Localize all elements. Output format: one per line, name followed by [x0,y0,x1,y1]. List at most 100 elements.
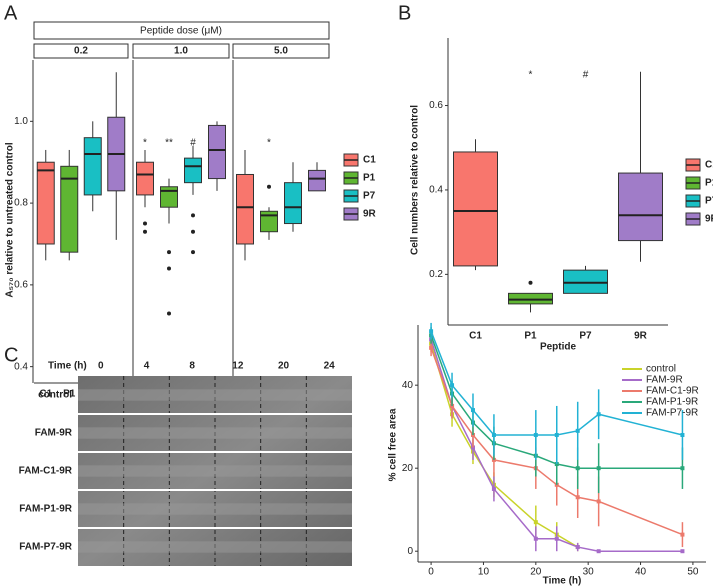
x-tick-label: 50 [687,567,699,578]
point [533,536,538,541]
x-tick-label: 0 [428,567,434,578]
time-header: 4 [144,361,150,372]
point [533,520,538,525]
y-tick-label: 0.2 [429,269,443,280]
y-axis-title: A₅₇₀ relative to untreated control [5,142,16,298]
box [83,137,102,196]
wound-gap [78,541,352,553]
legend-label: P1 [705,178,713,189]
y-tick-label: 20 [402,463,414,474]
outlier [167,266,171,271]
x-tick-label: P1 [63,389,76,400]
legend-label: FAM-9R [646,375,683,386]
point [450,383,455,388]
point [429,345,434,350]
point [554,536,559,541]
facet-label: 5.0 [274,46,288,57]
x-tick-label: C1 [39,389,52,400]
point [596,549,601,554]
outlier [267,184,271,189]
legend-label: control [646,364,676,375]
x-tick-label: P1 [524,331,537,342]
point [575,466,580,471]
facet-strip [132,43,230,59]
box [184,157,202,184]
legend-label: FAM-P7-9R [646,408,698,419]
x-tick-label: 40 [635,567,647,578]
point [533,432,538,437]
annotation: ** [165,138,173,149]
y-tick-label: 0.4 [429,185,443,196]
wound-gap [78,389,352,401]
point [596,466,601,471]
legend-label: FAM-P1-9R [646,397,698,408]
x-tick-label: P7 [579,331,592,342]
point [680,532,685,537]
facet-title: Peptide dose (μM) [140,26,222,37]
annotation: * [143,138,147,149]
facet-strip [232,43,330,59]
point [429,329,434,334]
box [260,210,278,233]
strip [33,21,330,40]
panel-label: A [4,2,18,24]
box [36,161,55,245]
legend-label: C1 [363,155,376,166]
y-tick-label: 0.8 [14,198,28,209]
y-tick-label: 0 [407,546,413,557]
point [680,432,685,437]
x-axis-title: Time (h) [543,576,582,587]
box [136,161,154,196]
annotation: # [583,70,589,81]
annotation: * [529,70,533,81]
x-tick-label: C1 [469,331,482,342]
facet-strip [33,43,129,59]
point [596,412,601,417]
x-axis-title: Peptide [540,342,577,353]
y-tick-label: 0.4 [14,361,28,372]
point [575,545,580,550]
series-line [430,343,579,548]
outlier [191,213,195,218]
time-header: 12 [232,361,244,372]
legend-label: P7 [705,196,713,207]
box [618,172,663,242]
wound-gap [78,503,352,515]
point [680,466,685,471]
legend-label: P1 [363,173,376,184]
box [508,292,553,305]
legend-label: 9R [705,214,713,225]
point [491,432,496,437]
legend-label: C1 [705,160,713,171]
legend-label: P7 [363,191,376,202]
outlier [167,250,171,255]
box [563,269,608,294]
time-label: Time (h) [48,361,87,372]
outlier [191,229,195,234]
time-header: 0 [98,361,104,372]
box [236,173,254,245]
row-label: control [38,390,72,401]
y-tick-label: 40 [402,380,414,391]
box [60,165,79,253]
outlier [143,229,147,234]
outlier [528,280,533,285]
point [491,486,496,491]
row-label: FAM-P1-9R [19,504,73,515]
time-header: 24 [324,361,336,372]
box [208,124,226,180]
facet-label: 0.2 [74,46,88,57]
y-tick-label: 1.0 [14,116,28,127]
x-tick-label: 10 [478,567,490,578]
wound-gap [78,465,352,477]
annotation: # [190,138,196,149]
annotation: * [267,138,271,149]
box [308,169,326,192]
point [596,499,601,504]
time-header: 20 [278,361,290,372]
row-label: FAM-9R [35,428,73,439]
legend-label: FAM-C1-9R [646,386,699,397]
y-tick-label: 0.6 [429,100,443,111]
point [680,549,685,554]
